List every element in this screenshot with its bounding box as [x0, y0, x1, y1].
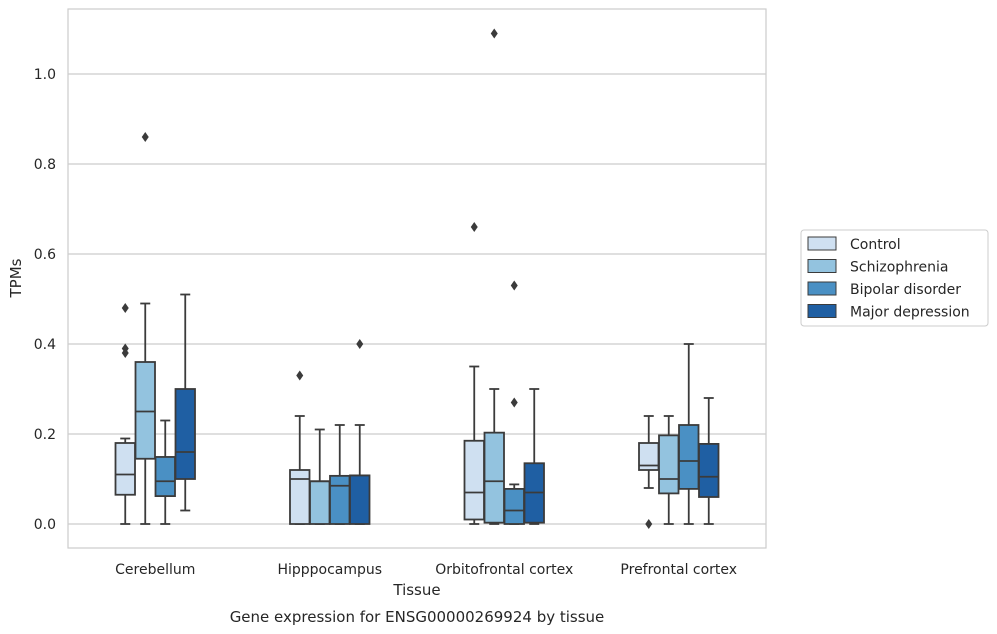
y-axis-ticks: 0.0 0.2 0.4 0.6 0.8 1.0: [34, 67, 56, 533]
box-2-1: [289, 370, 311, 525]
box-iqr: [154, 456, 176, 498]
box-4-1: [638, 415, 660, 529]
outlier-marker: [645, 519, 653, 529]
legend-frame: [800, 229, 989, 327]
legend-label: Schizophrenia: [850, 260, 948, 276]
legend-swatch: [807, 259, 837, 273]
outlier-marker: [470, 222, 478, 232]
outlier-marker: [490, 28, 498, 39]
box-iqr: [658, 434, 680, 495]
y-tick-label: 0.4: [34, 337, 56, 353]
plot-area: [67, 8, 767, 549]
box-iqr: [678, 424, 700, 490]
box-iqr: [698, 442, 720, 498]
box-iqr: [329, 474, 351, 525]
legend-swatch: [807, 304, 837, 318]
box-4-2: [658, 415, 680, 525]
box-iqr: [174, 388, 196, 480]
x-tick-label: Prefrontal cortex: [620, 562, 737, 578]
box-iqr: [309, 480, 331, 525]
legend-swatch: [807, 236, 837, 251]
y-tick-label: 0.2: [34, 427, 56, 443]
legend-label: Major depression: [850, 305, 970, 321]
outlier-marker: [296, 370, 304, 381]
box-2-4: [349, 339, 371, 525]
outlier-marker: [141, 132, 149, 142]
outlier-marker: [121, 303, 129, 313]
y-axis-title: TPMs: [7, 258, 25, 298]
box-3-4: [523, 388, 545, 525]
y-tick-label: 1.0: [34, 67, 56, 83]
box-4-3: [678, 343, 700, 525]
box-iqr: [503, 487, 525, 525]
box-1-3: [154, 419, 176, 525]
box-3-3: [503, 280, 525, 525]
box-3-2: [483, 28, 505, 525]
legend-label: Bipolar disorder: [850, 282, 961, 298]
box-1-4: [174, 293, 196, 512]
x-tick-label: Cerebellum: [115, 562, 195, 578]
outlier-marker: [510, 397, 518, 408]
outlier-marker: [121, 343, 129, 354]
x-tick-label: Orbitofrontal cortex: [435, 562, 573, 578]
box-3-1: [463, 222, 485, 525]
box-iqr: [134, 361, 156, 460]
boxes-layer: [114, 28, 720, 529]
box-iqr: [349, 474, 371, 525]
box-1-1: [114, 303, 136, 525]
chart-caption: Gene expression for ENSG00000269924 by t…: [230, 608, 605, 626]
box-iqr: [114, 442, 136, 496]
legend-swatch: [807, 281, 837, 296]
x-axis-ticks: Cerebellum Hipppocampus Orbitofrontal cort…: [115, 562, 737, 578]
box-4-4: [698, 397, 720, 525]
outlier-marker: [356, 339, 364, 349]
box-iqr: [483, 431, 505, 524]
box-1-2: [134, 132, 156, 525]
legend: Control Schizophrenia Bipolar disorder Majo…: [800, 229, 989, 327]
outlier-marker: [510, 280, 518, 291]
y-tick-label: 0.0: [34, 517, 56, 533]
box-2-2: [309, 428, 331, 525]
x-axis-title: Tissue: [392, 581, 440, 599]
x-tick-label: Hipppocampus: [277, 562, 382, 578]
y-tick-label: 0.8: [34, 157, 56, 173]
legend-label: Control: [850, 237, 901, 253]
y-tick-label: 0.6: [34, 247, 56, 263]
box-iqr: [463, 439, 485, 521]
box-2-3: [329, 424, 351, 525]
